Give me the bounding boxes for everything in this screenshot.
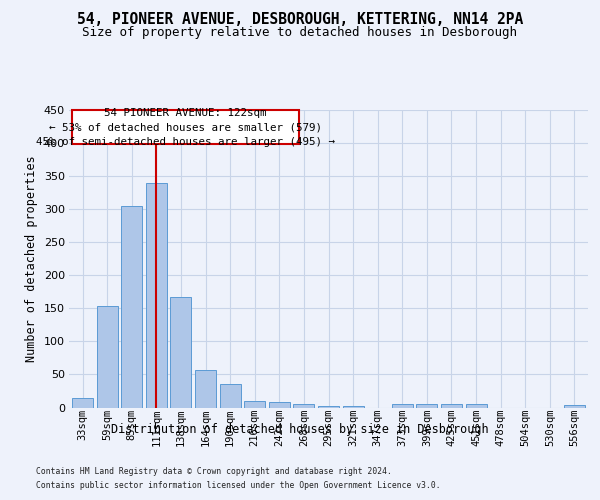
Bar (121, 206, 142, 408)
Bar (244, 401, 265, 407)
Bar (466, 404, 487, 407)
Bar (269, 402, 290, 407)
Text: 54 PIONEER AVENUE: 122sqm
← 53% of detached houses are smaller (579)
45% of semi: 54 PIONEER AVENUE: 122sqm ← 53% of detac… (36, 108, 335, 146)
Bar (170, 297, 191, 408)
Bar (293, 404, 314, 407)
Bar (564, 405, 585, 407)
Text: Contains HM Land Registry data © Crown copyright and database right 2024.: Contains HM Land Registry data © Crown c… (36, 467, 392, 476)
Text: Distribution of detached houses by size in Desborough: Distribution of detached houses by size … (111, 422, 489, 436)
Bar (220, 384, 241, 407)
FancyBboxPatch shape (72, 110, 299, 144)
Y-axis label: Number of detached properties: Number of detached properties (25, 156, 38, 362)
Bar (318, 406, 339, 407)
Bar (72, 398, 93, 407)
Bar (195, 370, 216, 408)
Bar (146, 182, 167, 408)
Text: Size of property relative to detached houses in Desborough: Size of property relative to detached ho… (83, 26, 517, 39)
Bar (97, 306, 118, 408)
Bar (392, 404, 413, 407)
Bar (441, 404, 462, 407)
Bar (416, 404, 437, 407)
Bar (343, 406, 364, 407)
Text: 54, PIONEER AVENUE, DESBOROUGH, KETTERING, NN14 2PA: 54, PIONEER AVENUE, DESBOROUGH, KETTERIN… (77, 12, 523, 28)
Text: Contains public sector information licensed under the Open Government Licence v3: Contains public sector information licen… (36, 481, 440, 490)
